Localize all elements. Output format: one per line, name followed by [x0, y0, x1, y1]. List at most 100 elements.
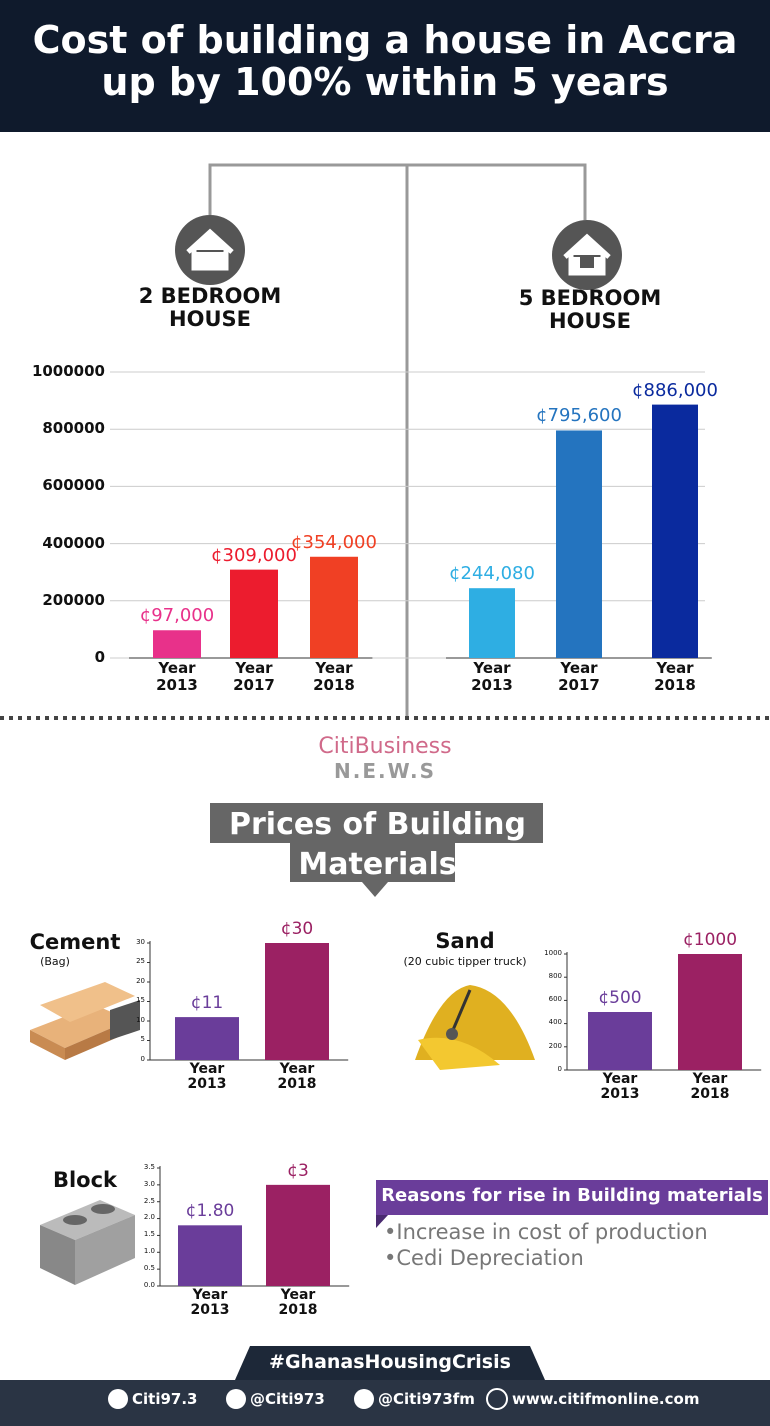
y-tick-label: 0 — [140, 1054, 145, 1063]
value-label: ¢354,000 — [291, 531, 377, 553]
value-label: ¢500 — [598, 988, 642, 1008]
y-tick-label: 20 — [136, 976, 145, 985]
reason: •Cedi Depreciation — [384, 1246, 584, 1270]
footer-item: @Citi973 — [250, 1390, 325, 1408]
connector — [208, 163, 587, 718]
y-tick-label: 1.5 — [143, 1230, 155, 1239]
reason: •Increase in cost of production — [384, 1220, 708, 1244]
y-tick-label: 1000000 — [31, 362, 105, 380]
logo-name: CitiBusiness — [318, 734, 452, 759]
bar — [469, 588, 515, 658]
y-tick-label: 1000 — [544, 948, 562, 957]
reasons-band — [376, 1180, 768, 1215]
facebook-icon — [108, 1389, 128, 1409]
y-tick-label: 800 — [548, 972, 562, 980]
reasons-title: Reasons for rise in Building materials — [381, 1185, 763, 1206]
chart-title: 2 BEDROOM HOUSE — [138, 284, 282, 332]
footer-band — [0, 1380, 770, 1426]
y-tick-label: 2.0 — [143, 1213, 155, 1222]
hashtag: #GhanasHousingCrisis — [269, 1351, 511, 1373]
footer-item: www.citifmonline.com — [512, 1390, 700, 1408]
block-image — [40, 1200, 135, 1285]
bar — [175, 1017, 239, 1060]
x-tick-label: Year 2018 — [277, 1061, 317, 1093]
house-icon — [175, 215, 245, 285]
band-fold — [376, 1215, 388, 1228]
value-label: ¢886,000 — [632, 379, 718, 401]
chart-title: Sand — [435, 929, 495, 953]
twitter-icon — [226, 1389, 246, 1409]
value-label: ¢30 — [280, 919, 314, 939]
y-tick-label: 200 — [548, 1041, 562, 1050]
value-label: ¢795,600 — [536, 405, 622, 427]
value-label: ¢3 — [287, 1160, 309, 1181]
bar — [652, 404, 698, 658]
x-tick-label: Year 2013 — [187, 1061, 227, 1093]
y-tick-label: 3.5 — [143, 1162, 155, 1171]
value-label: ¢244,080 — [449, 563, 535, 585]
footer-item: @Citi973fm — [378, 1390, 475, 1408]
x-tick-label: Year 2017 — [558, 659, 600, 694]
value-label: ¢1000 — [682, 930, 738, 950]
chart-title: 5 BEDROOM HOUSE — [518, 286, 662, 334]
bar — [556, 430, 602, 658]
x-tick-label: Year 2018 — [690, 1071, 730, 1103]
section-box — [210, 803, 543, 843]
instagram-icon — [354, 1389, 374, 1409]
y-tick-label: 0.0 — [143, 1280, 155, 1289]
y-tick-label: 0 — [557, 1064, 562, 1073]
bar — [153, 630, 201, 658]
bar — [265, 943, 329, 1060]
section-title: Prices of Building Materials — [229, 807, 526, 882]
y-tick-label: 1.0 — [143, 1247, 155, 1256]
bar — [266, 1184, 330, 1286]
bar — [678, 954, 742, 1070]
x-tick-label: Year 2018 — [278, 1287, 318, 1319]
y-tick-label: 10 — [136, 1015, 145, 1024]
x-tick-label: Year 2013 — [600, 1071, 640, 1103]
y-tick-label: 600 — [548, 995, 562, 1004]
section-box — [290, 843, 455, 882]
chart-title: Cement — [29, 930, 121, 954]
bar — [310, 556, 358, 658]
x-tick-label: Year 2013 — [156, 659, 198, 694]
value-label: ¢1.80 — [185, 1201, 235, 1222]
logo-sub: N.E.W.S — [333, 759, 437, 783]
chart-subtitle: (20 cubic tipper truck) — [403, 955, 527, 968]
pointer — [362, 882, 388, 897]
y-tick-label: 5 — [140, 1035, 145, 1044]
value-label: ¢97,000 — [139, 605, 215, 627]
y-tick-label: 400 — [548, 1018, 562, 1027]
x-tick-label: Year 2013 — [471, 659, 513, 694]
chart-title: Block — [52, 1168, 118, 1192]
y-tick-label: 400000 — [42, 533, 105, 552]
value-label: ¢11 — [190, 993, 224, 1014]
hashtag-band — [235, 1346, 545, 1380]
y-tick-label: 0.5 — [143, 1263, 155, 1272]
sand-image — [415, 985, 535, 1070]
bar — [178, 1225, 242, 1286]
cement-image — [30, 982, 140, 1060]
y-tick-label: 200000 — [42, 590, 105, 609]
web-icon — [486, 1388, 508, 1410]
x-tick-label: Year 2018 — [654, 659, 696, 694]
value-label: ¢309,000 — [211, 544, 297, 566]
y-tick-label: 800000 — [42, 419, 105, 438]
y-tick-label: 15 — [136, 996, 145, 1005]
y-tick-label: 30 — [136, 937, 145, 946]
bar — [588, 1012, 652, 1070]
y-tick-label: 3.0 — [143, 1179, 155, 1188]
y-tick-label: 600000 — [42, 476, 105, 495]
x-tick-label: Year 2017 — [233, 659, 275, 694]
title: Cost of building a house in Accra up by … — [32, 18, 738, 104]
x-tick-label: Year 2013 — [190, 1287, 230, 1319]
bar — [230, 569, 278, 658]
y-tick-label: 2.5 — [143, 1196, 155, 1205]
footer-item: Citi97.3 — [132, 1390, 198, 1408]
y-tick-label: 0 — [94, 648, 105, 666]
header-band — [0, 0, 770, 132]
x-tick-label: Year 2018 — [313, 659, 355, 694]
chart-subtitle: (Bag) — [40, 955, 70, 968]
